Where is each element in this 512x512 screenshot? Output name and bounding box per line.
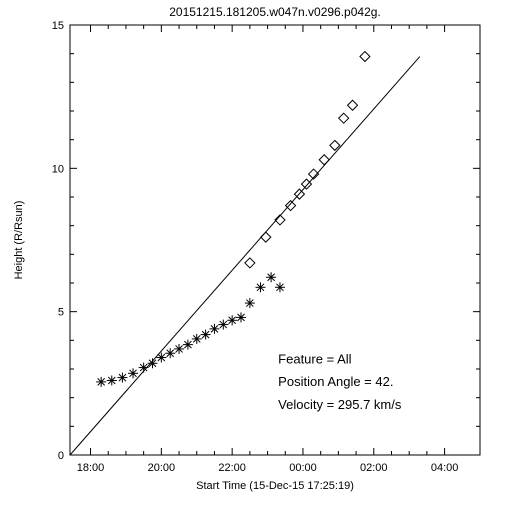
asterisk-marker (183, 340, 193, 350)
asterisk-marker (201, 330, 211, 340)
asterisk-marker (266, 272, 276, 282)
asterisk-marker (245, 298, 255, 308)
asterisk-marker (96, 377, 106, 387)
asterisk-marker (227, 315, 237, 325)
asterisk-marker (275, 282, 285, 292)
plot-background (0, 0, 512, 512)
y-axis-label: Height (R/Rsun) (13, 201, 25, 280)
x-tick-label: 00:00 (289, 462, 317, 474)
y-tick-label: 5 (58, 307, 64, 319)
y-tick-label: 10 (52, 163, 64, 175)
asterisk-marker (255, 282, 265, 292)
annotation-text: Feature = All (278, 351, 351, 366)
annotation-text: Velocity = 295.7 km/s (278, 397, 402, 412)
asterisk-marker (218, 320, 228, 330)
x-tick-label: 04:00 (431, 462, 459, 474)
asterisk-marker (128, 368, 138, 378)
x-axis-label: Start Time (15-Dec-15 17:25:19) (196, 480, 354, 492)
y-tick-label: 15 (52, 20, 64, 32)
asterisk-marker (139, 363, 149, 373)
asterisk-marker (192, 334, 202, 344)
asterisk-marker (147, 358, 157, 368)
asterisk-marker (117, 373, 127, 383)
annotation-text: Position Angle = 42. (278, 374, 393, 389)
asterisk-marker (209, 324, 219, 334)
asterisk-marker (174, 344, 184, 354)
x-tick-label: 20:00 (148, 462, 176, 474)
asterisk-marker (236, 312, 246, 322)
asterisk-marker (156, 353, 166, 363)
x-tick-label: 18:00 (77, 462, 105, 474)
x-tick-label: 22:00 (218, 462, 246, 474)
asterisk-marker (107, 375, 117, 385)
y-tick-label: 0 (58, 450, 64, 462)
asterisk-marker (165, 348, 175, 358)
x-tick-label: 02:00 (360, 462, 388, 474)
chart-title: 20151215.181205.w047n.v0296.p042g. (169, 5, 381, 19)
height-time-chart: 20151215.181205.w047n.v0296.p042g. 18:00 2… (0, 0, 512, 512)
